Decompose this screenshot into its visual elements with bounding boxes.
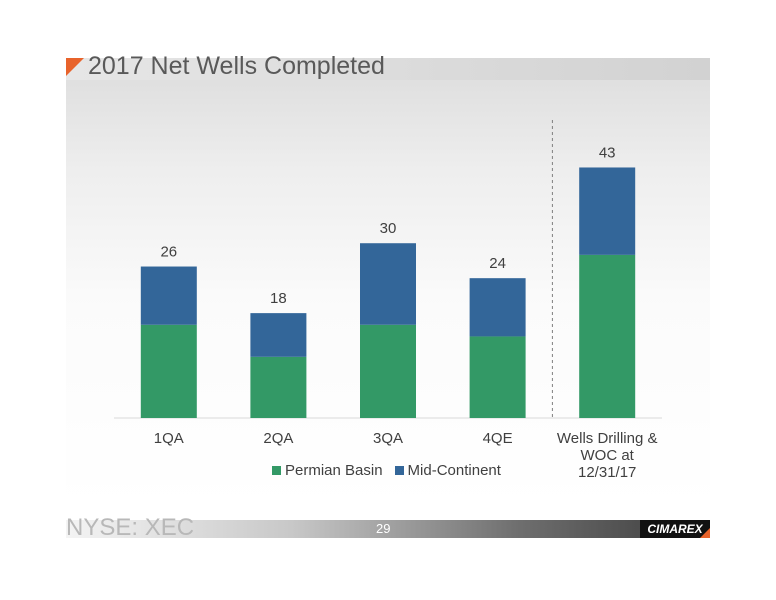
x-tick-label-0: 1QA — [154, 430, 184, 447]
bar-midcontinent-1 — [250, 313, 307, 357]
bar-permian-3 — [469, 336, 526, 418]
x-tick-label-4: Wells Drilling & WOC at 12/31/17 — [557, 430, 658, 481]
logo-corner-accent — [700, 528, 710, 538]
bar-permian-2 — [360, 324, 416, 418]
title-bar — [66, 58, 710, 80]
title-corner-accent — [66, 58, 84, 76]
bar-permian-1 — [250, 356, 307, 418]
slide-title: 2017 Net Wells Completed — [88, 52, 385, 80]
bar-permian-4 — [579, 254, 636, 418]
legend-swatch-permian — [272, 466, 281, 475]
bar-midcontinent-4 — [579, 167, 636, 255]
x-tick-label-1: 2QA — [263, 430, 293, 447]
cimarex-logo: CIMAREX — [640, 520, 710, 538]
legend-item-permian: Permian Basin — [272, 462, 383, 479]
data-label-total-1: 18 — [270, 290, 287, 307]
bar-midcontinent-3 — [469, 278, 526, 337]
x-tick-label-2: 3QA — [373, 430, 403, 447]
legend-label-midcontinent: Mid-Continent — [407, 462, 501, 479]
page-number: 29 — [376, 521, 391, 536]
data-label-total-0: 26 — [160, 244, 177, 261]
footer-exchange-ticker: NYSE: XEC — [66, 514, 195, 541]
data-label-total-2: 30 — [380, 220, 397, 237]
data-label-total-3: 24 — [489, 255, 506, 272]
bar-midcontinent-2 — [360, 243, 416, 325]
data-label-total-4: 43 — [599, 144, 616, 161]
bar-midcontinent-0 — [140, 266, 197, 325]
bar-permian-0 — [140, 324, 197, 418]
footer-bar — [66, 520, 710, 538]
legend-label-permian: Permian Basin — [285, 462, 383, 479]
legend-swatch-midcontinent — [394, 466, 404, 475]
legend-item-midcontinent: Mid-Continent — [394, 462, 501, 479]
chart-legend: Permian Basin Mid-Continent — [272, 462, 513, 479]
x-tick-label-3: 4QE — [483, 430, 513, 447]
